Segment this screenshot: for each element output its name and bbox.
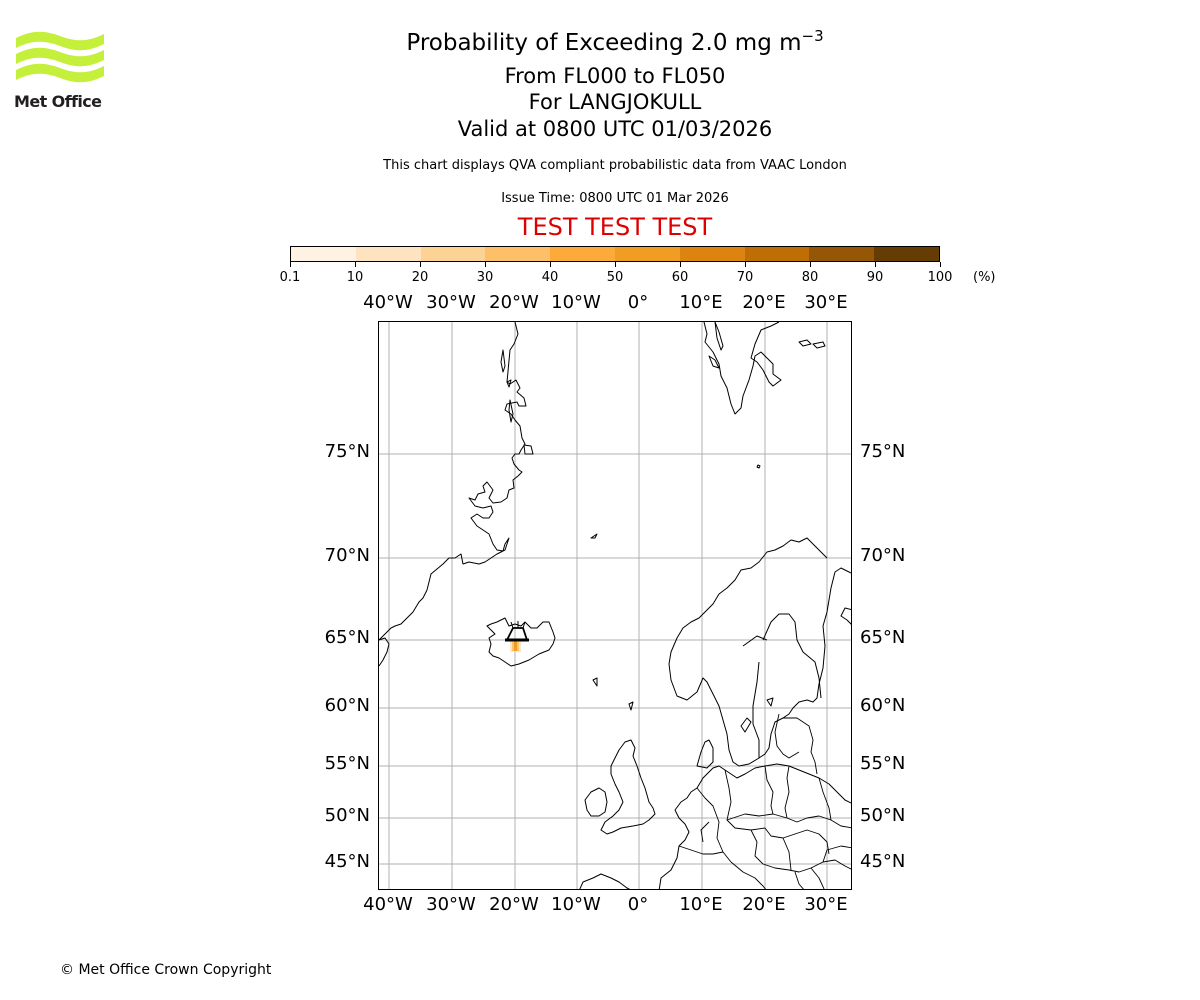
colorbar-tick-label: 70 bbox=[736, 270, 754, 285]
colorbar-segment bbox=[420, 247, 486, 261]
colorbar-tick-label: 20 bbox=[411, 270, 429, 285]
colorbar-segment bbox=[291, 247, 356, 261]
longitude-label: 10°E bbox=[679, 894, 723, 915]
latitude-label: 70°N bbox=[324, 545, 370, 566]
issue-time: Issue Time: 0800 UTC 01 Mar 2026 bbox=[501, 191, 729, 206]
colorbar-tick bbox=[484, 262, 486, 267]
title-text: Probability of Exceeding 2.0 mg m bbox=[406, 30, 802, 56]
volcano-icon[interactable] bbox=[505, 621, 529, 642]
ireland-coast bbox=[584, 787, 608, 817]
colorbar-segment bbox=[679, 247, 745, 261]
graticule bbox=[379, 322, 851, 889]
colorbar-tick-label: 0.1 bbox=[279, 270, 301, 285]
iceland-coast bbox=[486, 617, 556, 667]
longitude-label: 0° bbox=[627, 894, 649, 915]
colorbar-tick-label: 60 bbox=[671, 270, 689, 285]
colorbar-tick-label: 100 bbox=[927, 270, 953, 285]
longitude-label: 30°E bbox=[804, 894, 848, 915]
latitude-label: 60°N bbox=[324, 695, 370, 716]
map-panel[interactable] bbox=[378, 321, 852, 890]
svalbard-coast bbox=[703, 322, 782, 415]
colorbar-tick bbox=[289, 262, 291, 267]
chart-description: This chart displays QVA compliant probab… bbox=[383, 158, 847, 173]
longitude-label: 10°W bbox=[551, 292, 601, 313]
colorbar-tick bbox=[354, 262, 356, 267]
colorbar-tick bbox=[419, 262, 421, 267]
flight-levels: From FL000 to FL050 bbox=[504, 64, 726, 88]
great-britain-coast bbox=[600, 739, 656, 835]
colorbar-tick-label: 90 bbox=[866, 270, 884, 285]
chart-title: Probability of Exceeding 2.0 mg m−3 bbox=[0, 27, 1200, 56]
colorbar-segment bbox=[550, 247, 615, 261]
colorbar-segment bbox=[874, 247, 939, 261]
colorbar-tick bbox=[549, 262, 551, 267]
latitude-label: 75°N bbox=[324, 441, 370, 462]
ash-probability-plume[interactable] bbox=[510, 640, 521, 652]
test-banner: TEST TEST TEST bbox=[517, 213, 713, 241]
longitude-label: 10°W bbox=[551, 894, 601, 915]
colorbar-tick bbox=[939, 262, 941, 267]
latitude-label: 55°N bbox=[860, 753, 906, 774]
colorbar-segment bbox=[485, 247, 551, 261]
latitude-label: 75°N bbox=[860, 441, 906, 462]
title-superscript: −3 bbox=[801, 27, 824, 45]
longitude-label: 40°W bbox=[363, 894, 413, 915]
copyright-notice: © Met Office Crown Copyright bbox=[60, 962, 272, 978]
longitude-label: 20°W bbox=[489, 894, 539, 915]
latitude-label: 65°N bbox=[860, 627, 906, 648]
colorbar-tick-label: 40 bbox=[541, 270, 559, 285]
longitude-label: 40°W bbox=[363, 292, 413, 313]
colorbar-segment bbox=[744, 247, 810, 261]
continental-europe bbox=[579, 873, 631, 889]
colorbar-segment bbox=[355, 247, 421, 261]
scandinavia-coast bbox=[668, 537, 851, 767]
volcano-location: For LANGJOKULL bbox=[528, 90, 702, 114]
longitude-label: 30°E bbox=[804, 292, 848, 313]
colorbar-tick bbox=[679, 262, 681, 267]
longitude-label: 30°W bbox=[426, 894, 476, 915]
logo-text: Met Office bbox=[14, 92, 102, 111]
colorbar-unit: (%) bbox=[973, 270, 996, 285]
longitude-label: 30°W bbox=[426, 292, 476, 313]
colorbar-tick bbox=[874, 262, 876, 267]
probability-colorbar bbox=[290, 246, 940, 262]
met-office-wave-logo-icon bbox=[16, 31, 104, 83]
coastlines bbox=[379, 322, 851, 889]
latitude-label: 45°N bbox=[860, 851, 906, 872]
longitude-label: 20°E bbox=[742, 292, 786, 313]
latitude-label: 65°N bbox=[324, 627, 370, 648]
latitude-label: 50°N bbox=[324, 805, 370, 826]
longitude-label: 20°E bbox=[742, 894, 786, 915]
longitude-label: 0° bbox=[627, 292, 649, 313]
longitude-label: 20°W bbox=[489, 292, 539, 313]
colorbar-tick bbox=[809, 262, 811, 267]
colorbar-tick bbox=[614, 262, 616, 267]
colorbar-tick-label: 50 bbox=[606, 270, 624, 285]
colorbar-tick-label: 30 bbox=[476, 270, 494, 285]
colorbar-tick bbox=[744, 262, 746, 267]
colorbar-tick-label: 80 bbox=[801, 270, 819, 285]
met-office-logo: Met Office bbox=[14, 30, 108, 112]
latitude-label: 45°N bbox=[324, 851, 370, 872]
colorbar-segment bbox=[614, 247, 680, 261]
latitude-label: 60°N bbox=[860, 695, 906, 716]
valid-time: Valid at 0800 UTC 01/03/2026 bbox=[457, 117, 773, 141]
colorbar-segment bbox=[809, 247, 875, 261]
colorbar-tick-label: 10 bbox=[346, 270, 364, 285]
latitude-label: 55°N bbox=[324, 753, 370, 774]
greenland-coast bbox=[379, 322, 527, 641]
map-svg bbox=[379, 322, 851, 889]
latitude-label: 50°N bbox=[860, 805, 906, 826]
latitude-label: 70°N bbox=[860, 545, 906, 566]
longitude-label: 10°E bbox=[679, 292, 723, 313]
